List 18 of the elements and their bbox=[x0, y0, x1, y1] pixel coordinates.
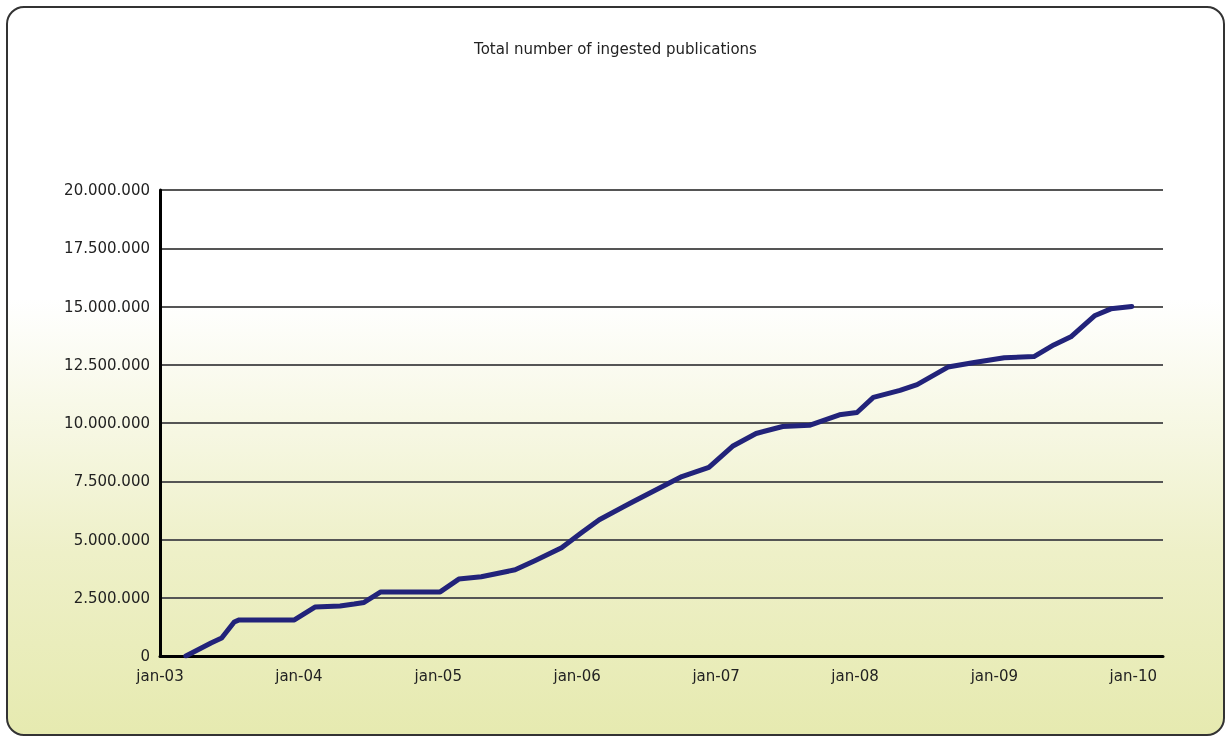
y-tick-label: 17.500.000 bbox=[64, 239, 150, 258]
x-tick-label: jan-07 bbox=[691, 666, 740, 685]
y-tick-label: 0 bbox=[140, 647, 150, 665]
x-tick-label: jan-04 bbox=[274, 666, 323, 685]
y-tick-label: 2.500.000 bbox=[73, 588, 150, 607]
y-tick-label: 5.000.000 bbox=[73, 530, 150, 549]
x-tick-label: jan-09 bbox=[969, 666, 1019, 685]
chart-title: Total number of ingested publications bbox=[473, 39, 758, 58]
x-tick-label: jan-03 bbox=[135, 666, 184, 685]
y-tick-label: 15.000.000 bbox=[64, 297, 150, 316]
x-tick-label: jan-06 bbox=[552, 666, 601, 685]
y-tick-label: 10.000.000 bbox=[64, 414, 150, 432]
x-tick-label: jan-08 bbox=[830, 666, 879, 685]
y-tick-label: 20.000.000 bbox=[64, 181, 150, 199]
y-tick-label: 12.500.000 bbox=[64, 355, 150, 374]
x-tick-label: jan-10 bbox=[1108, 666, 1157, 685]
y-tick-label: 7.500.000 bbox=[73, 472, 150, 491]
x-tick-label: jan-05 bbox=[413, 666, 462, 685]
